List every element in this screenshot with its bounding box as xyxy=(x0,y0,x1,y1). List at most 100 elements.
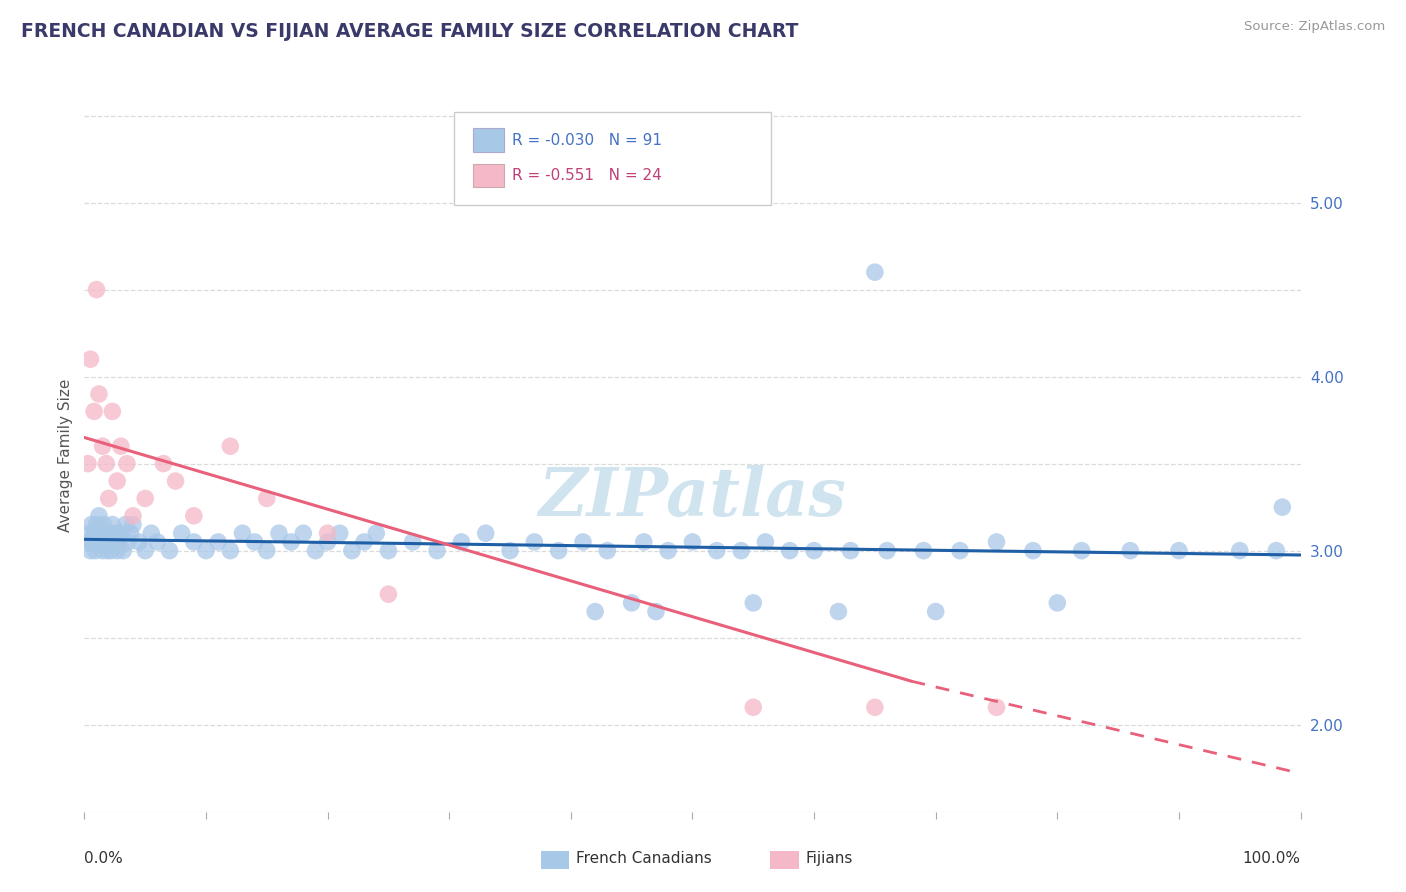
Point xyxy=(742,700,765,714)
Point xyxy=(104,526,127,541)
Point xyxy=(572,535,595,549)
Point xyxy=(97,535,120,549)
Point xyxy=(115,457,138,471)
Point xyxy=(402,535,425,549)
Point xyxy=(256,491,278,506)
Point xyxy=(1229,543,1251,558)
Point xyxy=(329,526,352,541)
Point xyxy=(523,535,546,549)
Point xyxy=(110,526,132,541)
Text: Source: ZipAtlas.com: Source: ZipAtlas.com xyxy=(1244,20,1385,33)
Point xyxy=(986,535,1008,549)
Point xyxy=(77,526,100,541)
Point xyxy=(742,596,765,610)
Y-axis label: Average Family Size: Average Family Size xyxy=(58,378,73,532)
Point xyxy=(93,517,115,532)
Point xyxy=(1265,543,1288,558)
Point xyxy=(91,439,114,453)
Point xyxy=(827,605,849,619)
Point xyxy=(1070,543,1092,558)
Point xyxy=(91,543,114,558)
Text: 0.0%: 0.0% xyxy=(84,851,124,866)
Point xyxy=(925,605,948,619)
Point xyxy=(256,543,278,558)
Point xyxy=(110,439,132,453)
Point xyxy=(583,605,606,619)
Point xyxy=(90,526,112,541)
Point xyxy=(1167,543,1189,558)
Point xyxy=(754,535,776,549)
Text: French Canadians: French Canadians xyxy=(576,852,713,866)
Point xyxy=(122,517,145,532)
Point xyxy=(1119,543,1142,558)
Point xyxy=(86,283,108,297)
Point xyxy=(219,543,242,558)
Point xyxy=(377,543,399,558)
Point xyxy=(912,543,935,558)
Point xyxy=(1271,500,1294,515)
Point xyxy=(219,439,242,453)
Point xyxy=(83,404,105,418)
Point xyxy=(426,543,449,558)
Point xyxy=(77,457,100,471)
Point xyxy=(120,526,142,541)
Point xyxy=(450,535,472,549)
Point xyxy=(84,543,107,558)
Point xyxy=(280,535,302,549)
Point xyxy=(657,543,679,558)
Point xyxy=(645,605,668,619)
Point xyxy=(183,535,205,549)
Point xyxy=(122,508,145,523)
Point xyxy=(159,543,181,558)
Point xyxy=(316,526,339,541)
Point xyxy=(101,517,124,532)
Point xyxy=(114,517,136,532)
Point xyxy=(170,526,193,541)
Point xyxy=(82,535,104,549)
Point xyxy=(101,404,124,418)
Point xyxy=(83,526,105,541)
Point xyxy=(146,535,169,549)
Text: R = -0.030   N = 91: R = -0.030 N = 91 xyxy=(512,133,662,147)
Point xyxy=(620,596,643,610)
Point xyxy=(779,543,801,558)
Point xyxy=(89,535,111,549)
Point xyxy=(682,535,704,549)
Point xyxy=(267,526,290,541)
Point xyxy=(97,491,120,506)
Point xyxy=(596,543,619,558)
Point xyxy=(105,543,128,558)
Point xyxy=(165,474,187,488)
Point xyxy=(96,543,118,558)
Point xyxy=(949,543,972,558)
Point xyxy=(77,535,100,549)
Point xyxy=(79,352,101,367)
Point xyxy=(117,535,139,549)
Point xyxy=(104,535,127,549)
Point xyxy=(304,543,326,558)
Point xyxy=(366,526,388,541)
Text: Fijians: Fijians xyxy=(806,852,853,866)
Point xyxy=(87,508,110,523)
Text: R = -0.551   N = 24: R = -0.551 N = 24 xyxy=(512,169,662,183)
Point xyxy=(839,543,862,558)
Point xyxy=(803,543,825,558)
Point xyxy=(79,543,101,558)
Point xyxy=(134,491,156,506)
Point xyxy=(87,387,110,401)
Point xyxy=(1022,543,1045,558)
Point xyxy=(633,535,655,549)
Point xyxy=(377,587,399,601)
Point xyxy=(87,535,110,549)
Point xyxy=(863,700,886,714)
Point xyxy=(986,700,1008,714)
Point xyxy=(243,535,266,549)
Point xyxy=(499,543,522,558)
Point xyxy=(231,526,253,541)
Point xyxy=(183,508,205,523)
Point xyxy=(107,535,129,549)
Point xyxy=(316,535,339,549)
Point xyxy=(863,265,886,279)
Point xyxy=(134,543,156,558)
Point xyxy=(195,543,218,558)
